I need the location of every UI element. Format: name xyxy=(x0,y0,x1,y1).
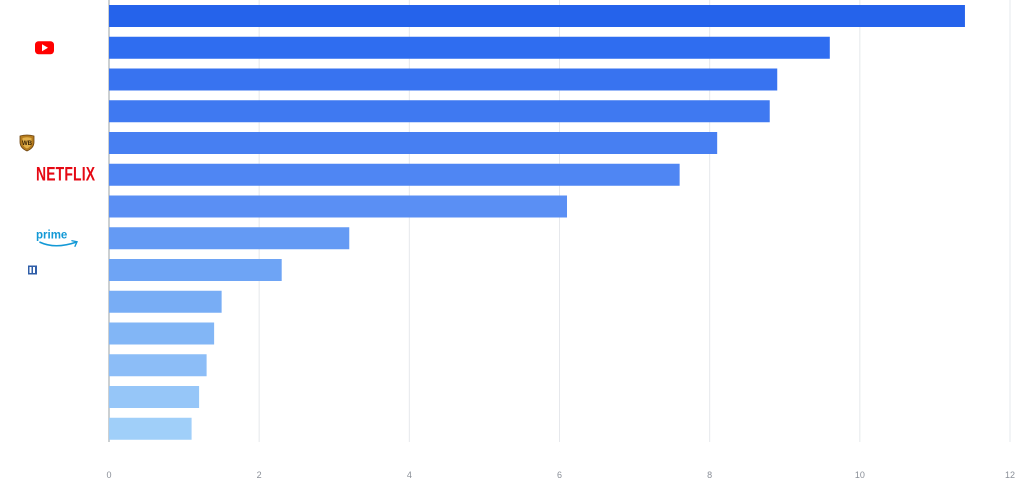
x-tick-label: 0 xyxy=(106,470,111,480)
channel-logo-icon xyxy=(28,265,37,275)
youtube-logo-icon xyxy=(35,41,54,55)
bar[interactable] xyxy=(109,354,207,377)
bar[interactable] xyxy=(109,36,830,59)
svg-text:WB: WB xyxy=(22,141,33,147)
x-tick-label: 2 xyxy=(257,470,262,480)
x-tick-label: 8 xyxy=(707,470,712,480)
bar[interactable] xyxy=(109,290,222,313)
bar[interactable] xyxy=(109,322,215,345)
x-tick-label: 12 xyxy=(1005,470,1015,480)
x-tick-label: 10 xyxy=(855,470,865,480)
bar[interactable] xyxy=(109,259,282,281)
x-tick-label: 6 xyxy=(557,470,562,480)
bar[interactable] xyxy=(109,132,718,154)
bar[interactable] xyxy=(109,417,192,440)
bar[interactable] xyxy=(109,195,568,218)
bar[interactable] xyxy=(109,68,778,91)
warner-bros-logo-icon: WB xyxy=(19,134,35,152)
bar[interactable] xyxy=(109,163,680,186)
bar[interactable] xyxy=(109,227,350,250)
bar[interactable] xyxy=(109,386,200,408)
bar[interactable] xyxy=(109,5,965,27)
prime-video-logo-icon: prime xyxy=(36,229,78,247)
x-tick-label: 4 xyxy=(407,470,412,480)
svg-text:prime: prime xyxy=(36,229,67,241)
netflix-logo: NETFLIX xyxy=(36,163,96,185)
bar[interactable] xyxy=(109,100,770,123)
